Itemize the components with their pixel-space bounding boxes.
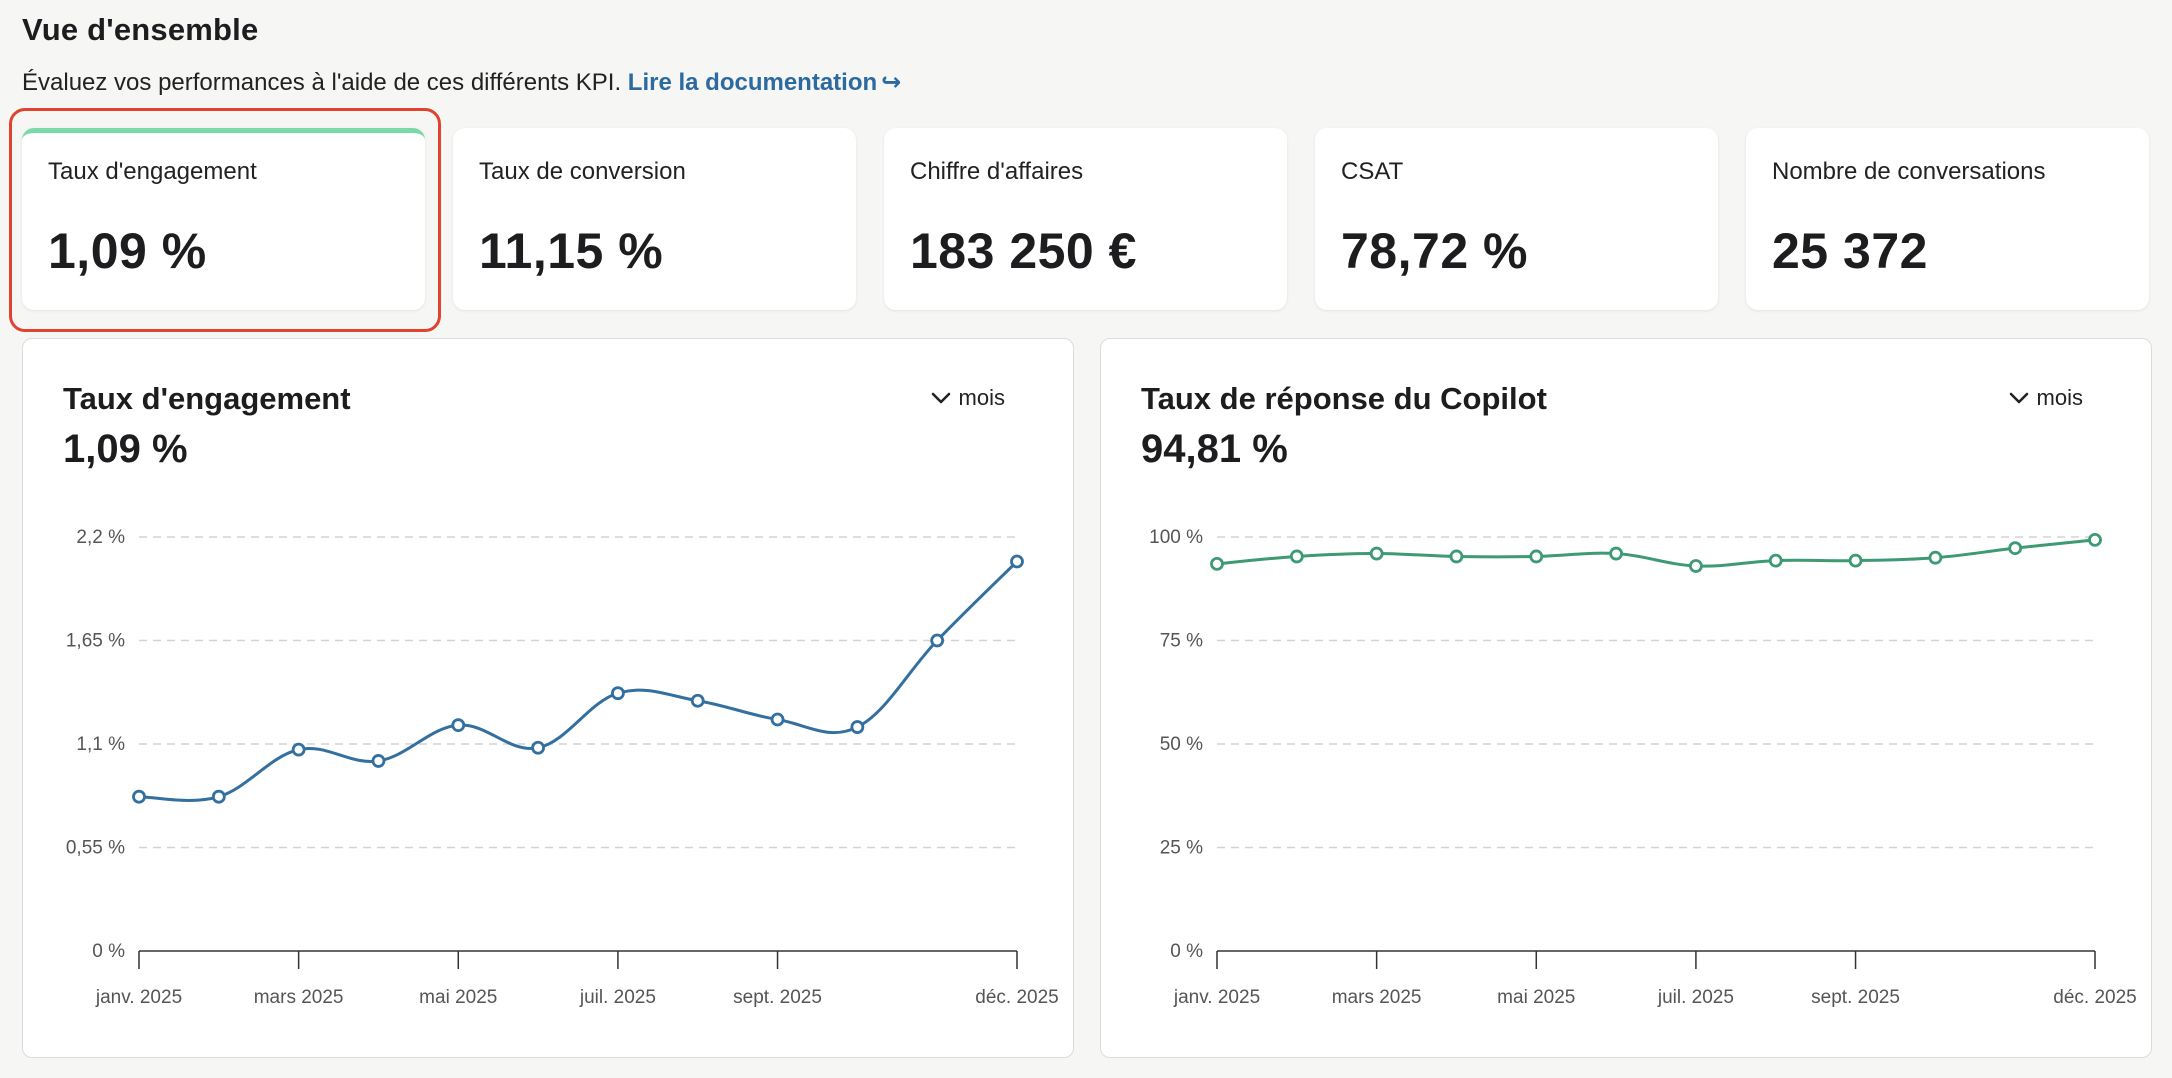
kpi-label: CSAT — [1341, 158, 1404, 185]
kpi-value: 1,09 % — [48, 223, 207, 279]
data-point — [611, 686, 625, 701]
documentation-link-label: Lire la documentation — [627, 69, 878, 96]
data-point — [371, 754, 386, 768]
y-tick-label: 50 % — [1160, 734, 1203, 755]
external-arrow-icon: ↪ — [881, 69, 902, 96]
kpi-label: Nombre de conversations — [1772, 158, 2046, 185]
kpi-label: Taux de conversion — [479, 158, 686, 185]
period-label: mois — [958, 385, 1005, 410]
subtitle-text: Évaluez vos performances à l'aide de ces… — [22, 69, 622, 96]
kpi-card-revenue[interactable]: Chiffre d'affaires 183 250 € — [884, 128, 1287, 310]
data-point — [1768, 553, 1783, 568]
line-chart-copilot: 0 % 25 % 50 % 75 % 100 % janv. 2025 mars 2025 m… — [1149, 527, 2137, 1008]
series-line — [138, 560, 1019, 802]
line-chart-engagement: 0 % 0,55 % 1,1 % 1,65 % 2,2 % janv. 2025 mars … — [66, 527, 1059, 1008]
x-tick-label: déc. 2025 — [975, 987, 1058, 1008]
data-point — [690, 693, 705, 708]
kpi-card-engagement[interactable]: Taux d'engagement 1,09 % — [22, 128, 425, 310]
kpi-value: 25 372 — [1772, 223, 1928, 279]
x-tick-label: mars 2025 — [1332, 987, 1422, 1008]
data-point — [211, 789, 226, 804]
x-tick-label: mars 2025 — [254, 987, 344, 1008]
x-tick-label: juil. 2025 — [579, 987, 656, 1008]
kpi-card-conversion[interactable]: Taux de conversion 11,15 % — [453, 128, 856, 310]
y-tick-label: 2,2 % — [76, 527, 125, 548]
y-tick-label: 1,65 % — [66, 631, 125, 652]
data-point — [1609, 546, 1623, 561]
data-point — [1928, 550, 1943, 565]
x-tick-label: sept. 2025 — [1811, 987, 1900, 1008]
kpi-card-csat[interactable]: CSAT 78,72 % — [1315, 128, 1718, 310]
panel-value: 1,09 % — [63, 427, 188, 471]
data-point — [1689, 559, 1703, 573]
data-point — [1449, 549, 1464, 564]
panel-value: 94,81 % — [1141, 427, 1288, 471]
data-point — [930, 633, 945, 648]
kpi-value: 11,15 % — [479, 223, 664, 279]
kpi-label: Chiffre d'affaires — [910, 158, 1084, 185]
data-point — [132, 789, 146, 804]
chevron-down-icon — [931, 392, 950, 404]
x-tick-label: déc. 2025 — [2053, 987, 2136, 1008]
panel-title: Taux d'engagement — [63, 381, 351, 416]
kpi-label: Taux d'engagement — [48, 158, 257, 185]
period-dropdown[interactable]: mois — [2009, 385, 2083, 411]
data-point — [1010, 554, 1024, 569]
y-tick-label: 0 % — [1170, 941, 1203, 962]
data-point — [1289, 549, 1304, 564]
data-point — [1529, 549, 1544, 564]
y-tick-label: 0,55 % — [66, 838, 125, 859]
data-point — [531, 740, 545, 755]
x-tick-label: juil. 2025 — [1657, 987, 1734, 1008]
kpi-card-conversations[interactable]: Nombre de conversations 25 372 — [1746, 128, 2149, 310]
series-line — [1216, 538, 2096, 568]
y-tick-label: 1,1 % — [76, 734, 125, 755]
data-point — [1369, 546, 1384, 561]
x-tick-label: janv. 2025 — [1173, 987, 1260, 1008]
documentation-link[interactable]: Lire la documentation ↪ — [628, 69, 901, 96]
data-point — [451, 718, 466, 733]
data-point — [2088, 532, 2102, 547]
data-point — [291, 742, 306, 757]
y-tick-label: 25 % — [1160, 838, 1203, 859]
data-point — [2008, 541, 2023, 556]
kpi-value: 78,72 % — [1341, 223, 1528, 279]
chevron-down-icon — [2009, 392, 2028, 404]
kpi-value: 183 250 € — [910, 223, 1137, 279]
period-label: mois — [2036, 385, 2083, 410]
chart-panel-engagement: Taux d'engagement 1,09 % mois 0 % 0,55 % 1… — [22, 338, 1074, 1058]
data-point — [1848, 553, 1863, 568]
x-tick-label: janv. 2025 — [95, 987, 182, 1008]
page-title: Vue d'ensemble — [22, 12, 259, 47]
x-tick-label: mai 2025 — [1497, 987, 1575, 1008]
data-point — [1210, 557, 1224, 571]
data-point — [850, 720, 865, 734]
period-dropdown[interactable]: mois — [931, 385, 1005, 411]
panel-title: Taux de réponse du Copilot — [1141, 381, 1547, 416]
x-tick-label: mai 2025 — [419, 987, 497, 1008]
data-point — [770, 712, 785, 727]
y-tick-label: 100 % — [1149, 527, 1203, 548]
page-subtitle: Évaluez vos performances à l'aide de ces… — [22, 68, 901, 97]
y-tick-label: 75 % — [1160, 631, 1203, 652]
x-tick-label: sept. 2025 — [733, 987, 822, 1008]
chart-panel-copilot: Taux de réponse du Copilot 94,81 % mois … — [1100, 338, 2152, 1058]
y-tick-label: 0 % — [92, 941, 125, 962]
